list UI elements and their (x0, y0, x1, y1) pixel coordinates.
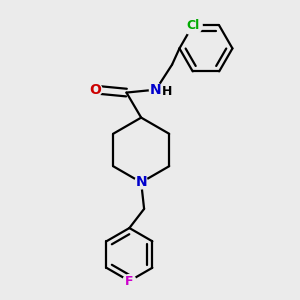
Text: H: H (162, 85, 172, 98)
Text: F: F (125, 274, 134, 287)
Text: N: N (150, 82, 162, 97)
Circle shape (183, 16, 202, 35)
Text: Cl: Cl (186, 19, 199, 32)
Circle shape (123, 274, 136, 287)
Text: N: N (135, 176, 147, 189)
Text: O: O (90, 82, 101, 97)
Circle shape (149, 83, 162, 96)
Circle shape (89, 83, 102, 96)
Circle shape (135, 176, 148, 189)
